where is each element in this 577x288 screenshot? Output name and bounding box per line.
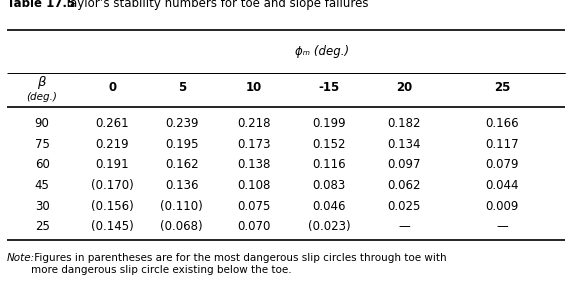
Text: 0.079: 0.079 [485, 158, 519, 171]
Text: 0.044: 0.044 [485, 179, 519, 192]
Text: 0.162: 0.162 [165, 158, 198, 171]
Text: (0.023): (0.023) [308, 220, 350, 234]
Text: 60: 60 [35, 158, 50, 171]
Text: 0.108: 0.108 [237, 179, 271, 192]
Text: 5: 5 [178, 81, 186, 94]
Text: Table 17.5: Table 17.5 [7, 0, 75, 10]
Text: (0.110): (0.110) [160, 200, 203, 213]
Text: 0.182: 0.182 [387, 117, 421, 130]
Text: 10: 10 [246, 81, 262, 94]
Text: 0.138: 0.138 [237, 158, 271, 171]
Text: 0.070: 0.070 [237, 220, 271, 234]
Text: 0: 0 [108, 81, 117, 94]
Text: 0.261: 0.261 [96, 117, 129, 130]
Text: 90: 90 [35, 117, 50, 130]
Text: $\beta$: $\beta$ [37, 74, 47, 91]
Text: 25: 25 [494, 81, 510, 94]
Text: 0.173: 0.173 [237, 137, 271, 151]
Text: (deg.): (deg.) [27, 92, 58, 102]
Text: 0.083: 0.083 [312, 179, 346, 192]
Text: 0.219: 0.219 [96, 137, 129, 151]
Text: 0.116: 0.116 [312, 158, 346, 171]
Text: —: — [398, 220, 410, 234]
Text: Figures in parentheses are for the most dangerous slip circles through toe with
: Figures in parentheses are for the most … [31, 253, 447, 275]
Text: 30: 30 [35, 200, 50, 213]
Text: 0.136: 0.136 [165, 179, 198, 192]
Text: (0.170): (0.170) [91, 179, 134, 192]
Text: 0.134: 0.134 [387, 137, 421, 151]
Text: -15: -15 [319, 81, 339, 94]
Text: 75: 75 [35, 137, 50, 151]
Text: 0.199: 0.199 [312, 117, 346, 130]
Text: (0.068): (0.068) [160, 220, 203, 234]
Text: 0.191: 0.191 [96, 158, 129, 171]
Text: 0.075: 0.075 [237, 200, 271, 213]
Text: 20: 20 [396, 81, 412, 94]
Text: 0.239: 0.239 [165, 117, 198, 130]
Text: (0.156): (0.156) [91, 200, 134, 213]
Text: 45: 45 [35, 179, 50, 192]
Text: 0.046: 0.046 [312, 200, 346, 213]
Text: 0.195: 0.195 [165, 137, 198, 151]
Text: 0.117: 0.117 [485, 137, 519, 151]
Text: (0.145): (0.145) [91, 220, 134, 234]
Text: Note:: Note: [7, 253, 35, 264]
Text: 0.218: 0.218 [237, 117, 271, 130]
Text: 25: 25 [35, 220, 50, 234]
Text: 0.009: 0.009 [485, 200, 519, 213]
Text: Taylor’s stability numbers for toe and slope failures: Taylor’s stability numbers for toe and s… [61, 0, 368, 10]
Text: 0.097: 0.097 [387, 158, 421, 171]
Text: 0.152: 0.152 [312, 137, 346, 151]
Text: ϕₘ (deg.): ϕₘ (deg.) [295, 45, 349, 58]
Text: 0.166: 0.166 [485, 117, 519, 130]
Text: 0.025: 0.025 [387, 200, 421, 213]
Text: —: — [496, 220, 508, 234]
Text: 0.062: 0.062 [387, 179, 421, 192]
